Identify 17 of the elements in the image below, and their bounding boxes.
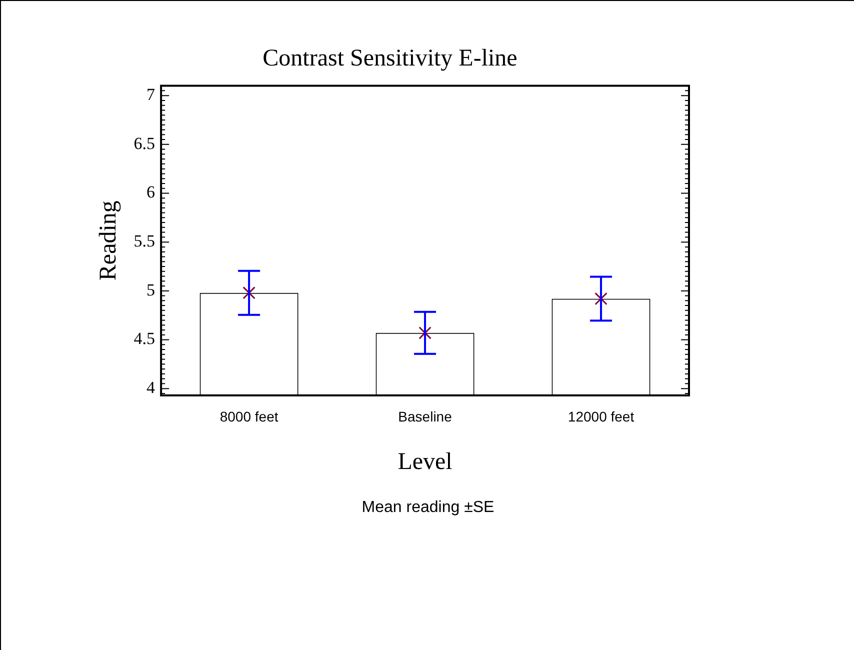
y-tick-label: 6.5: [134, 134, 156, 153]
y-tick-label: 7: [146, 85, 156, 104]
y-tick-label: 5: [146, 280, 156, 300]
chart-title: Contrast Sensitivity E-line: [262, 46, 518, 72]
x-tick-label: 8000 feet: [220, 408, 278, 425]
x-tick-label: Baseline: [398, 408, 452, 425]
x-axis-title: Level: [398, 448, 453, 475]
y-tick-label: 5.5: [134, 232, 156, 251]
y-tick-label: 4.5: [134, 329, 156, 348]
point: [594, 292, 608, 306]
y-tick-label: 6: [146, 182, 156, 202]
text: Mean reading ±SE: [360, 499, 496, 517]
x-tick-label: 12000 feet: [568, 408, 634, 425]
y-axis-title: Reading: [96, 200, 122, 281]
y-tick-label: 4: [146, 378, 156, 398]
point: [242, 286, 256, 300]
point: [418, 326, 432, 340]
